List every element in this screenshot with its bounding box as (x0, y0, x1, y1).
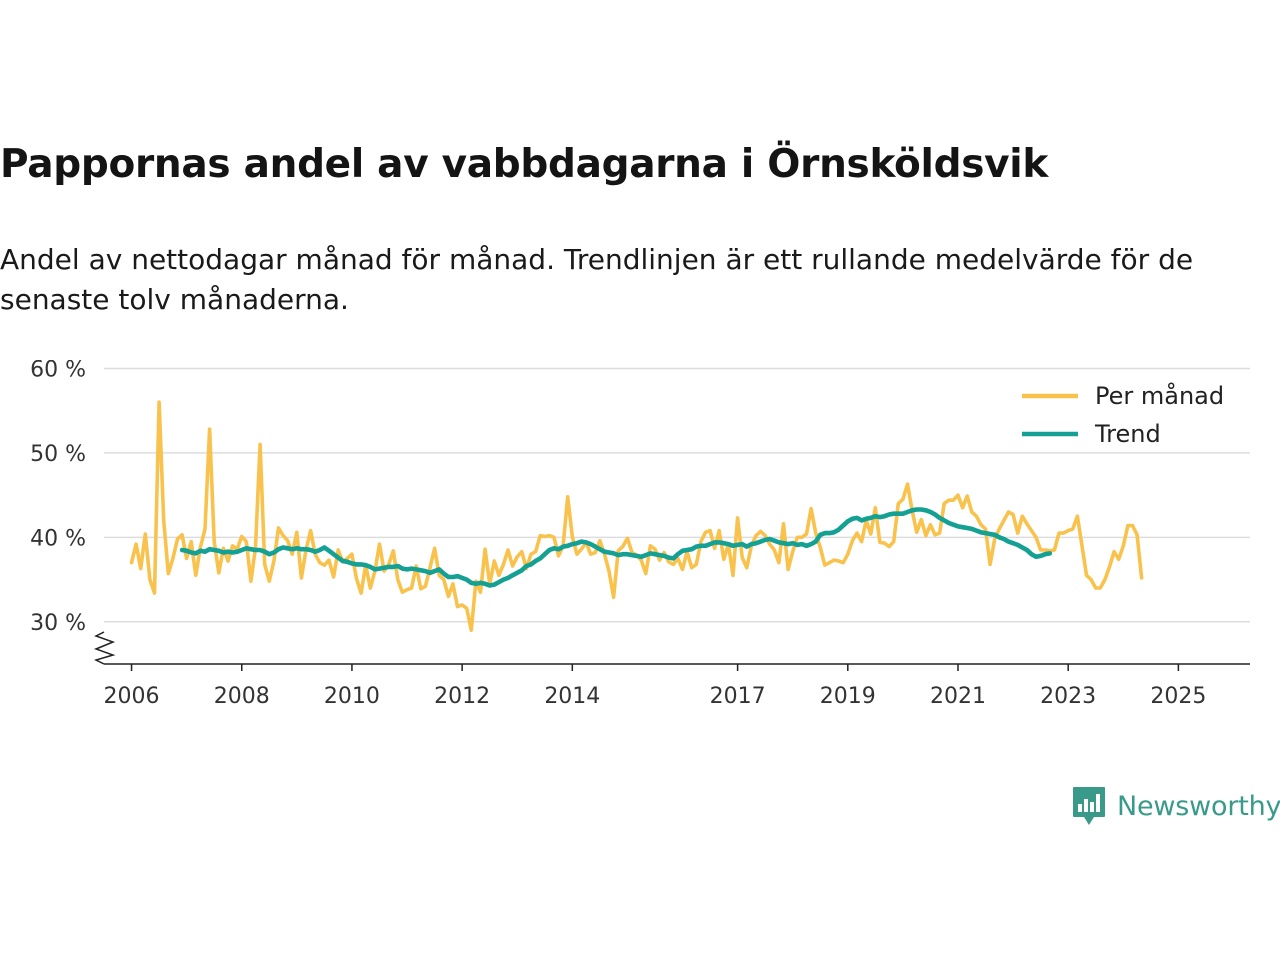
x-tick-label: 2021 (930, 684, 986, 709)
y-tick-label: 50 % (30, 442, 86, 467)
legend: Per månad Trend (1022, 381, 1224, 448)
series (129, 400, 1144, 633)
y-tick-label: 60 % (30, 360, 86, 382)
x-tick-label: 2025 (1150, 684, 1206, 709)
y-axis: 30 % 40 % 50 % 60 % (30, 360, 116, 665)
line-chart: 30 % 40 % 50 % 60 % 2006 2008 2010 2012 2014 201… (30, 360, 1250, 709)
x-tick-label: 2006 (104, 684, 160, 709)
brand-name: Newsworthy (1117, 790, 1280, 822)
x-tick-label: 2017 (710, 684, 766, 709)
x-tick-label: 2008 (214, 684, 270, 709)
x-tick-label: 2010 (324, 684, 380, 709)
legend-label-trend: Trend (1094, 420, 1161, 448)
newsworthy-logo-icon (1073, 787, 1105, 825)
gridlines (104, 367, 1250, 623)
legend-label-per-manad: Per månad (1095, 381, 1224, 410)
y-axis-break-icon (93, 631, 116, 665)
chart-subtitle: Andel av nettodagar månad för månad. Tre… (0, 243, 1194, 316)
chart-title: Pappornas andel av vabbdagarna i Örnsköl… (0, 142, 1048, 187)
x-tick-label: 2019 (820, 684, 876, 709)
x-axis: 2006 2008 2010 2012 2014 2017 2019 2021 2023 2025 (104, 663, 1250, 709)
y-tick-label: 40 % (30, 526, 86, 551)
y-tick-label: 30 % (30, 611, 86, 636)
newsworthy-logo: Newsworthy (1072, 786, 1280, 826)
series-line-trend (179, 507, 1053, 588)
x-tick-label: 2012 (434, 684, 490, 709)
x-tick-label: 2023 (1040, 684, 1096, 709)
series-line-per-manad (129, 400, 1144, 633)
x-tick-label: 2014 (544, 684, 600, 709)
